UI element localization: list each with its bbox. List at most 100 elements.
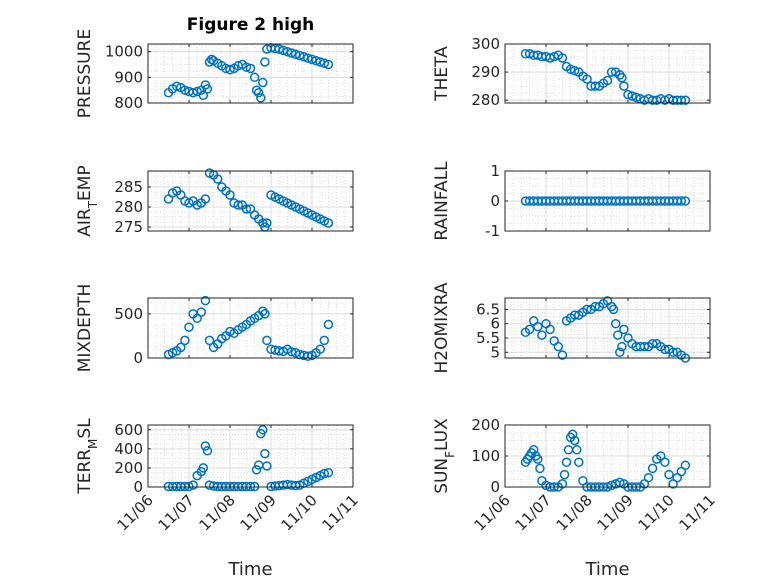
y-tick-label: 275 (114, 218, 143, 236)
axes-box (147, 43, 354, 104)
data-point (307, 54, 317, 65)
data-point (524, 324, 535, 335)
x-axis-label: Time (227, 559, 272, 580)
data-point (537, 330, 547, 340)
data-point (233, 200, 243, 210)
data-point (574, 457, 584, 467)
y-tick-label: 280 (114, 198, 143, 216)
data-point (565, 64, 576, 75)
axes-box (504, 43, 711, 104)
data-point (582, 74, 592, 84)
data-point (613, 330, 623, 340)
data-point (258, 306, 268, 316)
data-point (323, 59, 334, 70)
data-point (323, 467, 334, 478)
data-point (251, 85, 262, 95)
data-point (286, 48, 297, 58)
x-tick-label: 11/09 (237, 491, 280, 534)
y-tick-label: 5.5 (476, 329, 500, 347)
data-point (180, 335, 190, 346)
data-point (627, 91, 637, 101)
data-point (533, 321, 543, 332)
data-point (241, 204, 252, 214)
data-point (617, 341, 627, 352)
data-point (256, 93, 266, 103)
data-point (647, 338, 658, 349)
data-point (602, 75, 613, 86)
data-point (559, 469, 570, 480)
data-point (553, 341, 564, 352)
data-point (294, 50, 305, 61)
data-point (545, 53, 555, 63)
axes-box (147, 297, 354, 359)
data-point (196, 307, 207, 317)
data-point (660, 344, 670, 355)
data-point (590, 81, 600, 91)
y-tick-label: 100 (471, 447, 500, 465)
data-point (606, 480, 617, 491)
plot-area (148, 298, 353, 358)
y-axis-label: PRESSURE (75, 29, 95, 118)
data-point (606, 67, 617, 77)
y-tick-label: 285 (114, 178, 143, 196)
y-tick-label: 280 (471, 91, 500, 109)
y-axis-label: THETA (432, 46, 452, 102)
data-point (262, 218, 272, 228)
data-point (582, 304, 592, 315)
data-point (545, 324, 555, 335)
plot-area (148, 44, 353, 103)
data-point (260, 309, 270, 319)
data-point (557, 53, 568, 63)
data-point (643, 472, 654, 483)
data-point (676, 196, 687, 206)
data-point (569, 65, 580, 76)
data-point (619, 324, 629, 335)
data-point (660, 457, 670, 467)
axes-box (147, 170, 354, 232)
data-point (535, 463, 545, 474)
data-point (533, 454, 543, 464)
subplot-mixdepth: 0 500 MIXDEPTH (75, 284, 354, 372)
x-tick-label: 11/09 (594, 491, 637, 534)
subplot-air-temp: 275 280 285 AIRTEMP (75, 165, 354, 237)
data-point (303, 53, 313, 63)
y-tick-label: 1 (490, 162, 500, 180)
y-tick-label: 0 (490, 192, 500, 210)
data-point (299, 52, 309, 62)
subplot-terr-msl: 0200400600TERRMSL11/0611/0711/0811/0911/… (75, 418, 362, 580)
plot-area (148, 425, 353, 487)
x-tick-label: 11/07 (512, 491, 555, 534)
data-point (319, 335, 330, 346)
data-point (258, 425, 268, 435)
data-point (198, 463, 209, 473)
data-point (323, 319, 334, 330)
x-tick-label: 11/10 (278, 491, 321, 534)
data-point (610, 318, 621, 329)
subplot-theta: 280 290 300 THETA (432, 35, 711, 109)
data-point (290, 480, 301, 491)
data-point (528, 445, 539, 455)
data-point (569, 310, 580, 320)
data-point (319, 468, 330, 479)
data-point (200, 194, 211, 204)
axes-box (504, 297, 711, 359)
y-tick-label: 6 (490, 315, 500, 333)
data-point (680, 460, 691, 471)
x-tick-label: 11/07 (155, 491, 198, 534)
x-tick-label: 11/08 (553, 491, 596, 534)
data-point (188, 87, 198, 98)
x-tick-label: 11/06 (471, 491, 514, 534)
y-tick-label: 500 (114, 305, 143, 323)
x-tick-label: 11/10 (635, 491, 678, 534)
data-point (569, 435, 580, 446)
data-point (680, 95, 691, 105)
y-tick-label: 200 (471, 416, 500, 434)
y-axis-label: RAINFALL (432, 161, 452, 241)
x-tick-label: 11/08 (196, 491, 239, 534)
y-axis-label: TERRMSL (75, 418, 100, 495)
data-point (590, 301, 600, 312)
y-tick-label: 600 (114, 421, 143, 439)
data-point (617, 72, 627, 83)
data-point (323, 218, 334, 228)
